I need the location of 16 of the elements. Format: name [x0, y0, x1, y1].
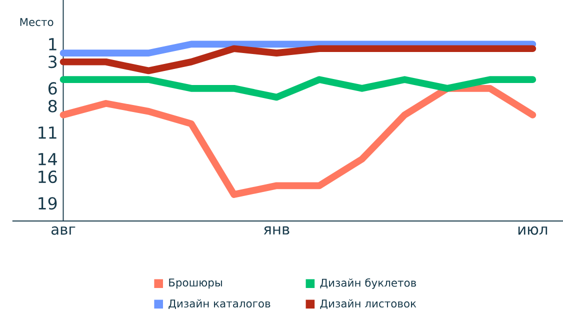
y-tick-label: 14	[38, 153, 57, 166]
x-tick-label: июл	[518, 226, 548, 235]
legend-label: Дизайн каталогов	[168, 299, 270, 310]
y-tick-label: 11	[38, 126, 56, 139]
y-tick-label: 19	[38, 197, 57, 210]
y-axis-title: Место	[20, 18, 54, 26]
y-tick-label: 16	[38, 170, 57, 184]
y-tick-label: 8	[48, 100, 57, 113]
legend-label: Дизайн листовок	[320, 299, 416, 310]
y-tick-label: 6	[48, 82, 57, 95]
y-tick-label: 1	[49, 38, 56, 50]
y-tick-label: 3	[48, 56, 57, 68]
legend-label: Дизайн буклетов	[320, 278, 416, 290]
legend-label: Брошюры	[169, 278, 222, 289]
x-tick-label: янв	[264, 226, 290, 235]
x-tick-label: авг	[52, 226, 76, 235]
